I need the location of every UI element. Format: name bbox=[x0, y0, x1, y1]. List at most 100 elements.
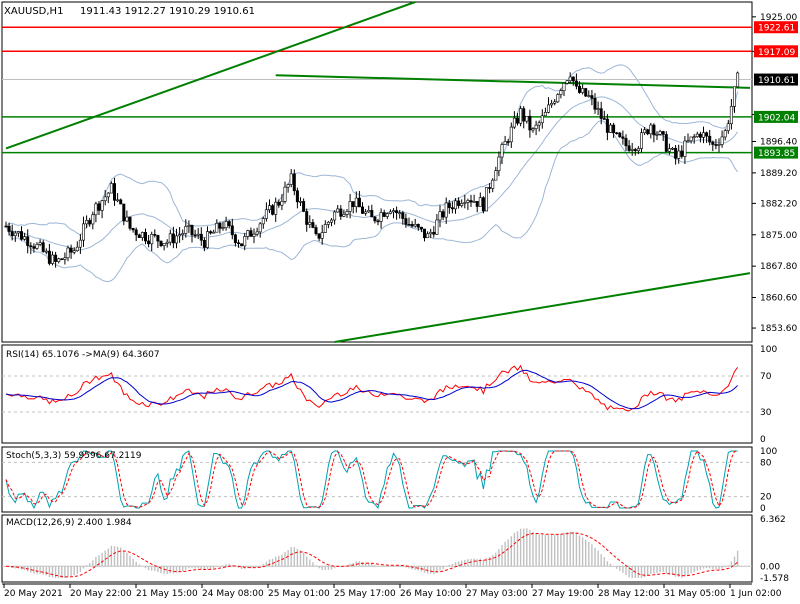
candle bbox=[435, 213, 439, 235]
candle bbox=[326, 220, 330, 229]
candle-body bbox=[701, 132, 705, 138]
candle bbox=[137, 233, 141, 238]
candle-body bbox=[568, 76, 572, 82]
candle bbox=[215, 219, 219, 233]
candle bbox=[209, 230, 213, 235]
candle bbox=[472, 194, 476, 203]
candle-body bbox=[435, 219, 439, 235]
candle-body bbox=[339, 208, 343, 217]
candle-body bbox=[16, 231, 20, 234]
candle bbox=[26, 229, 30, 254]
candle-body bbox=[680, 150, 684, 157]
price-axis: 1925.001917.091902.601896.401889.201882.… bbox=[752, 13, 798, 584]
candle-body bbox=[584, 88, 588, 97]
candle-body bbox=[484, 187, 488, 212]
candle bbox=[147, 235, 151, 248]
candle-body bbox=[512, 117, 516, 128]
candle-body bbox=[674, 147, 678, 159]
candle bbox=[537, 120, 541, 132]
candle-body bbox=[47, 250, 51, 264]
candle-body bbox=[729, 106, 733, 125]
candle-body bbox=[75, 246, 79, 252]
candle-body bbox=[429, 231, 433, 235]
candle-body bbox=[546, 104, 550, 113]
time-tick-label: 20 May 22:00 bbox=[70, 589, 132, 599]
candle bbox=[128, 216, 132, 231]
candle-body bbox=[116, 199, 120, 202]
candle bbox=[302, 198, 306, 213]
candle-body bbox=[249, 230, 253, 237]
rsi-ma-line bbox=[5, 369, 738, 410]
candle-body bbox=[655, 134, 659, 136]
candle bbox=[692, 134, 696, 144]
candle-body bbox=[732, 86, 736, 107]
candle bbox=[292, 169, 296, 196]
candle bbox=[298, 197, 302, 207]
trend-line-1 bbox=[334, 272, 751, 343]
candle-body bbox=[615, 132, 619, 135]
candle-body bbox=[19, 231, 23, 240]
candle bbox=[379, 208, 383, 229]
candle-body bbox=[342, 214, 346, 217]
candle bbox=[44, 248, 48, 255]
candle-body bbox=[447, 202, 451, 208]
price-badge bbox=[754, 110, 798, 123]
candle bbox=[488, 183, 492, 194]
candle-body bbox=[608, 124, 612, 133]
candle-body bbox=[395, 210, 399, 214]
candle-body bbox=[577, 85, 581, 93]
stoch-axis-label: 100 bbox=[760, 447, 777, 457]
candle-body bbox=[711, 141, 715, 145]
candle bbox=[584, 87, 588, 98]
candle bbox=[237, 239, 241, 248]
candle bbox=[85, 215, 89, 229]
candle bbox=[150, 231, 154, 252]
price-tick-label: 1889.20 bbox=[760, 169, 797, 179]
bollinger-lower-band bbox=[5, 120, 739, 283]
candle bbox=[360, 202, 364, 214]
candle bbox=[289, 169, 293, 188]
candle-body bbox=[82, 223, 86, 241]
candle-body bbox=[658, 131, 662, 135]
candle bbox=[732, 86, 736, 113]
candle-body bbox=[472, 201, 476, 203]
time-tick-label: 1 Jun 02:00 bbox=[730, 589, 782, 599]
rsi-axis-label: 30 bbox=[760, 408, 772, 418]
candle-body bbox=[515, 117, 519, 124]
candle bbox=[354, 191, 358, 213]
candle-body bbox=[60, 258, 64, 261]
stoch-label: Stoch(5,3,3) 59.9596 67.2119 bbox=[6, 451, 142, 461]
candle bbox=[587, 90, 591, 98]
candle bbox=[227, 220, 231, 229]
candle bbox=[528, 109, 532, 138]
candle bbox=[348, 193, 352, 219]
candle bbox=[624, 134, 628, 152]
candle bbox=[705, 131, 709, 143]
candle-body bbox=[267, 205, 271, 211]
candle bbox=[357, 190, 361, 208]
candle-body bbox=[689, 136, 693, 142]
candle bbox=[308, 215, 312, 229]
candle-body bbox=[726, 123, 730, 131]
candle bbox=[438, 205, 442, 228]
candle bbox=[630, 143, 634, 156]
symbol-label: XAUUSD,H1 bbox=[4, 6, 63, 17]
candle bbox=[94, 201, 98, 223]
candle-body bbox=[193, 234, 197, 237]
candle-body bbox=[252, 233, 256, 237]
candle-body bbox=[599, 108, 603, 119]
candle bbox=[122, 203, 126, 226]
candle bbox=[670, 146, 674, 151]
candle bbox=[181, 229, 185, 241]
candle-body bbox=[643, 129, 647, 134]
candle-body bbox=[311, 222, 315, 228]
candle bbox=[190, 224, 194, 243]
price-tick-label: 1853.60 bbox=[760, 324, 797, 334]
candle-body bbox=[574, 80, 578, 87]
candle bbox=[726, 119, 730, 134]
candle-body bbox=[178, 234, 182, 237]
candle bbox=[643, 126, 647, 136]
candle-body bbox=[57, 258, 61, 262]
